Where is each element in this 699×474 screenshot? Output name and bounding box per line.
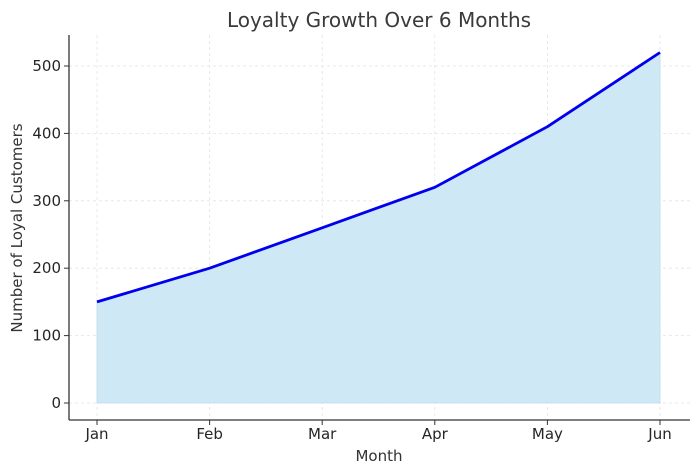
y-axis-label: Number of Loyal Customers [8,123,26,332]
y-tick-label: 200 [32,259,61,277]
y-tick-label: 0 [51,394,61,412]
x-tick-label: Feb [196,425,223,443]
x-tick-label: Jan [84,425,108,443]
axes [68,35,690,421]
x-tick-labels: Jan Feb Mar Apr May Jun [84,420,672,443]
y-tick-label: 100 [32,327,61,345]
x-tick-label: Jun [647,425,671,443]
y-tick-labels: 0 100 200 300 400 500 [32,57,69,412]
x-axis-label: Month [355,447,402,465]
y-tick-label: 400 [32,124,61,142]
x-tick-label: Apr [422,425,449,443]
x-tick-label: Mar [308,425,337,443]
series-line [96,51,661,304]
y-tick-label: 500 [32,57,61,75]
chart-title: Loyalty Growth Over 6 Months [227,8,531,32]
area-fill [96,51,661,404]
y-tick-label: 300 [32,192,61,210]
x-tick-label: May [532,425,563,443]
